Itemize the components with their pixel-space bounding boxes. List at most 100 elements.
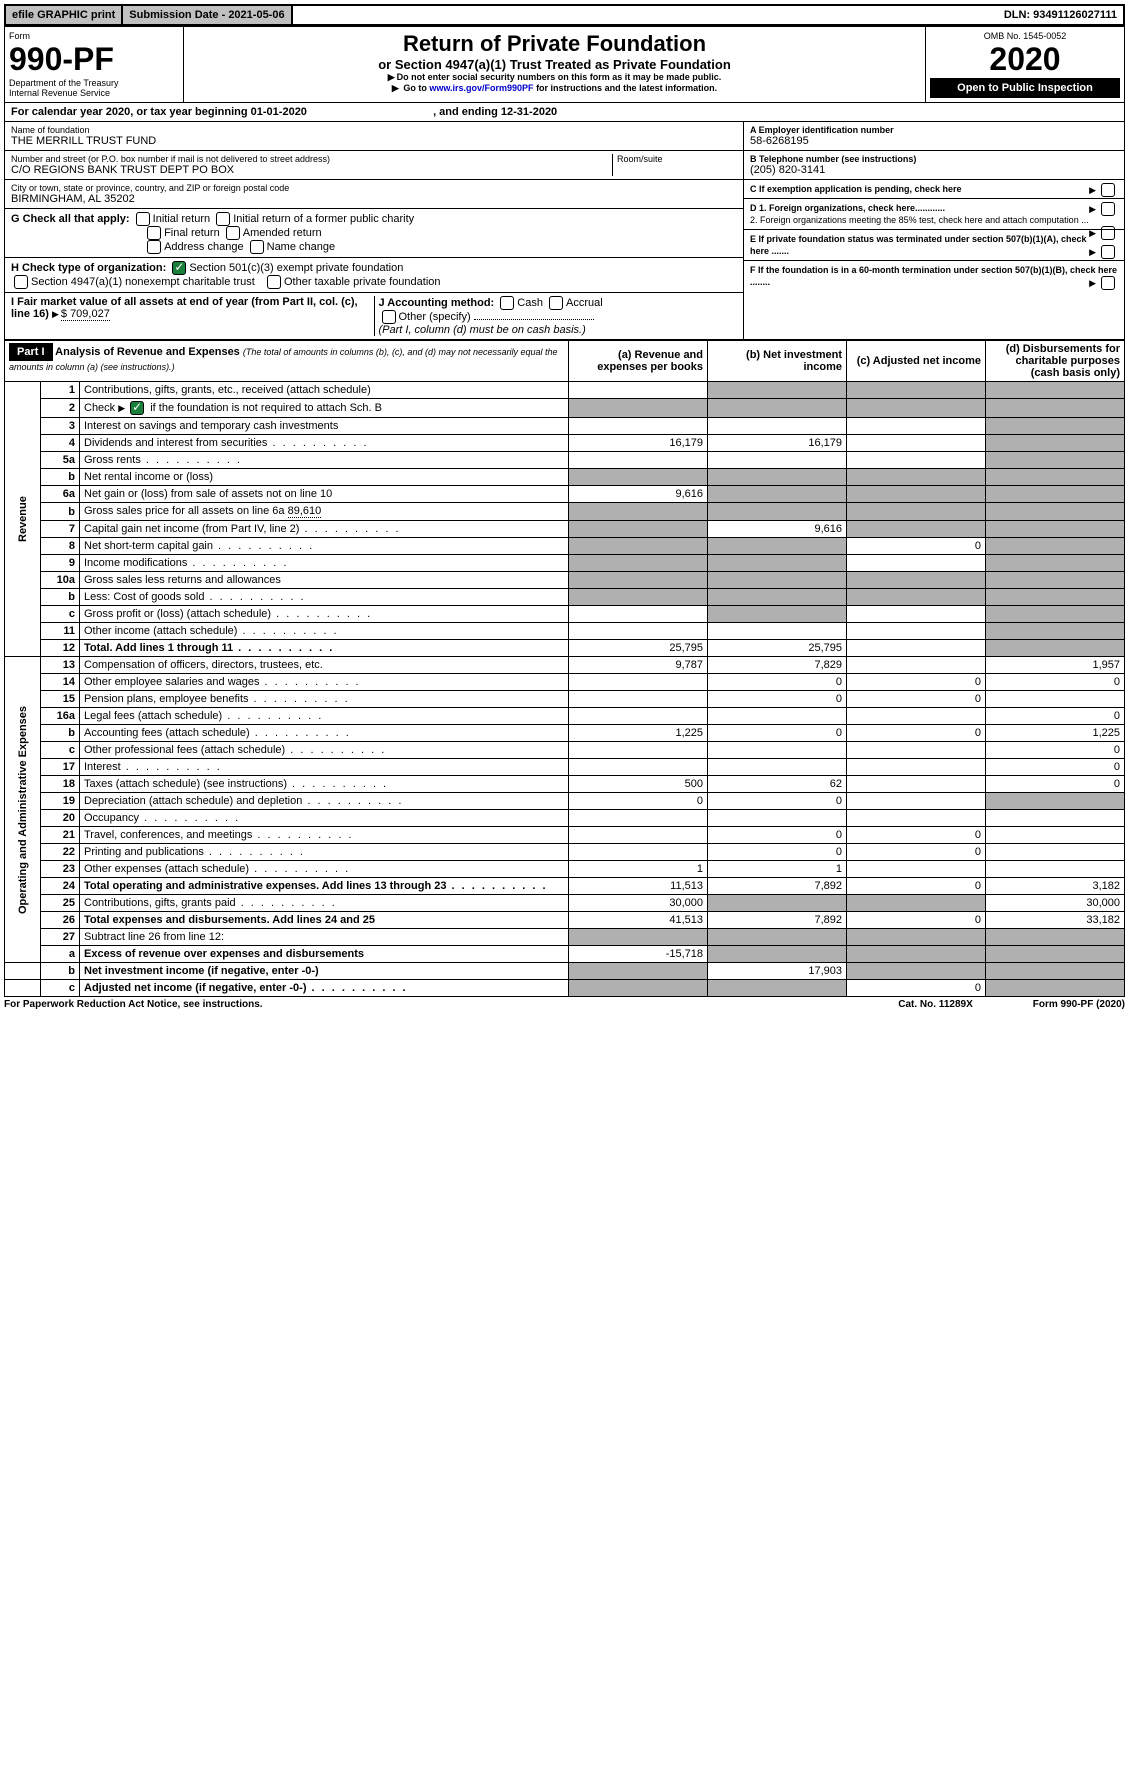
- row-18: 18Taxes (attach schedule) (see instructi…: [5, 776, 1125, 793]
- row-25: 25Contributions, gifts, grants paid30,00…: [5, 895, 1125, 912]
- form-label: Form: [9, 31, 179, 41]
- row-3: 3Interest on savings and temporary cash …: [5, 418, 1125, 435]
- col-b: (b) Net investment income: [708, 341, 847, 382]
- tax-year: 2020: [930, 41, 1120, 78]
- row-5a: 5aGross rents: [5, 452, 1125, 469]
- schb-check[interactable]: [130, 401, 144, 415]
- subtitle: or Section 4947(a)(1) Trust Treated as P…: [188, 57, 921, 72]
- row-17: 17Interest0: [5, 759, 1125, 776]
- f-check[interactable]: [1101, 276, 1115, 290]
- final-check[interactable]: [147, 226, 161, 240]
- row-15: 15Pension plans, employee benefits00: [5, 691, 1125, 708]
- c-label: C If exemption application is pending, c…: [750, 184, 962, 194]
- info-left: Name of foundation THE MERRILL TRUST FUN…: [5, 122, 743, 339]
- row-2: 2Check if the foundation is not required…: [5, 399, 1125, 418]
- e-check[interactable]: [1101, 245, 1115, 259]
- note1: Do not enter social security numbers on …: [188, 72, 921, 83]
- footer-left: For Paperwork Reduction Act Notice, see …: [4, 999, 898, 1010]
- city-cell: City or town, state or province, country…: [5, 180, 743, 209]
- g-label: G Check all that apply:: [11, 213, 130, 225]
- ein: 58-6268195: [750, 135, 1118, 147]
- note2-post: for instructions and the latest informat…: [536, 83, 717, 93]
- row-27: 27Subtract line 26 from line 12:: [5, 929, 1125, 946]
- header-row: Part I Analysis of Revenue and Expenses …: [5, 341, 1125, 382]
- header: Form 990-PF Department of the Treasury I…: [4, 26, 1125, 103]
- h-label: H Check type of organization:: [11, 262, 166, 274]
- footer: For Paperwork Reduction Act Notice, see …: [4, 997, 1125, 1010]
- header-center: Return of Private Foundation or Section …: [184, 27, 926, 102]
- ein-label: A Employer identification number: [750, 125, 1118, 135]
- phone: (205) 820-3141: [750, 164, 1118, 176]
- foundation-name: THE MERRILL TRUST FUND: [11, 135, 737, 147]
- other-tax-check[interactable]: [267, 275, 281, 289]
- row-27b: bNet investment income (if negative, ent…: [5, 963, 1125, 980]
- form-number: 990-PF: [9, 41, 179, 78]
- e-cell: E If private foundation status was termi…: [744, 230, 1124, 261]
- row-16b: bAccounting fees (attach schedule)1,2250…: [5, 725, 1125, 742]
- expenses-label: Operating and Administrative Expenses: [5, 657, 41, 963]
- j-label: J Accounting method:: [379, 297, 495, 309]
- row-13: Operating and Administrative Expenses 13…: [5, 657, 1125, 674]
- irs: Internal Revenue Service: [9, 88, 179, 98]
- col-c: (c) Adjusted net income: [847, 341, 986, 382]
- row-12: 12Total. Add lines 1 through 1125,79525,…: [5, 640, 1125, 657]
- d1-check[interactable]: [1101, 202, 1115, 216]
- part1-title: Analysis of Revenue and Expenses: [55, 346, 240, 358]
- name-change-check[interactable]: [250, 240, 264, 254]
- cal-text-a: For calendar year 2020, or tax year begi…: [11, 106, 251, 118]
- omb: OMB No. 1545-0052: [930, 31, 1120, 41]
- city: BIRMINGHAM, AL 35202: [11, 193, 737, 205]
- row-16c: cOther professional fees (attach schedul…: [5, 742, 1125, 759]
- cash-check[interactable]: [500, 296, 514, 310]
- row-23: 23Other expenses (attach schedule)11: [5, 861, 1125, 878]
- d1-label: D 1. Foreign organizations, check here..…: [750, 203, 945, 213]
- open-public: Open to Public Inspection: [930, 78, 1120, 98]
- calendar-row: For calendar year 2020, or tax year begi…: [4, 103, 1125, 122]
- row-27a: aExcess of revenue over expenses and dis…: [5, 946, 1125, 963]
- initial-former-check[interactable]: [216, 212, 230, 226]
- d2-check[interactable]: [1101, 226, 1115, 240]
- f-label: F If the foundation is in a 60-month ter…: [750, 265, 1117, 287]
- ein-cell: A Employer identification number 58-6268…: [744, 122, 1124, 151]
- row-6a: 6aNet gain or (loss) from sale of assets…: [5, 486, 1125, 503]
- dln: DLN: 93491126027111: [998, 6, 1123, 24]
- name-label: Name of foundation: [11, 125, 737, 135]
- row-24: 24Total operating and administrative exp…: [5, 878, 1125, 895]
- phone-label: B Telephone number (see instructions): [750, 154, 1118, 164]
- efile-print[interactable]: efile GRAPHIC print: [6, 6, 123, 24]
- 501c3-check[interactable]: [172, 261, 186, 275]
- row-27c: cAdjusted net income (if negative, enter…: [5, 980, 1125, 997]
- top-bar: efile GRAPHIC print Submission Date - 20…: [4, 4, 1125, 26]
- initial-check[interactable]: [136, 212, 150, 226]
- note2: Go to www.irs.gov/Form990PF for instruct…: [188, 83, 921, 94]
- dept: Department of the Treasury: [9, 78, 179, 88]
- row-10a: 10aGross sales less returns and allowanc…: [5, 572, 1125, 589]
- e-label: E If private foundation status was termi…: [750, 234, 1087, 256]
- row-6b: bGross sales price for all assets on lin…: [5, 503, 1125, 521]
- row-7: 7Capital gain net income (from Part IV, …: [5, 521, 1125, 538]
- cal-begin: 01-01-2020: [251, 106, 307, 118]
- f-cell: F If the foundation is in a 60-month ter…: [744, 261, 1124, 291]
- info-grid: Name of foundation THE MERRILL TRUST FUN…: [4, 122, 1125, 340]
- addr-cell: Number and street (or P.O. box number if…: [5, 151, 743, 180]
- col-a: (a) Revenue and expenses per books: [569, 341, 708, 382]
- col-d: (d) Disbursements for charitable purpose…: [986, 341, 1125, 382]
- irs-link[interactable]: www.irs.gov/Form990PF: [429, 83, 533, 93]
- revenue-label: Revenue: [5, 382, 41, 657]
- c-check[interactable]: [1101, 183, 1115, 197]
- accrual-check[interactable]: [549, 296, 563, 310]
- header-left: Form 990-PF Department of the Treasury I…: [5, 27, 184, 102]
- header-right: OMB No. 1545-0052 2020 Open to Public In…: [926, 27, 1124, 102]
- d2-label: 2. Foreign organizations meeting the 85%…: [750, 215, 1089, 225]
- addr-change-check[interactable]: [147, 240, 161, 254]
- submission-date: Submission Date - 2021-05-06: [123, 6, 292, 24]
- row-16a: 16aLegal fees (attach schedule)0: [5, 708, 1125, 725]
- amended-check[interactable]: [226, 226, 240, 240]
- cal-text-b: , and ending: [433, 106, 501, 118]
- row-22: 22Printing and publications00: [5, 844, 1125, 861]
- other-check[interactable]: [382, 310, 396, 324]
- row-20: 20Occupancy: [5, 810, 1125, 827]
- city-label: City or town, state or province, country…: [11, 183, 737, 193]
- row-1: Revenue 1Contributions, gifts, grants, e…: [5, 382, 1125, 399]
- 4947-check[interactable]: [14, 275, 28, 289]
